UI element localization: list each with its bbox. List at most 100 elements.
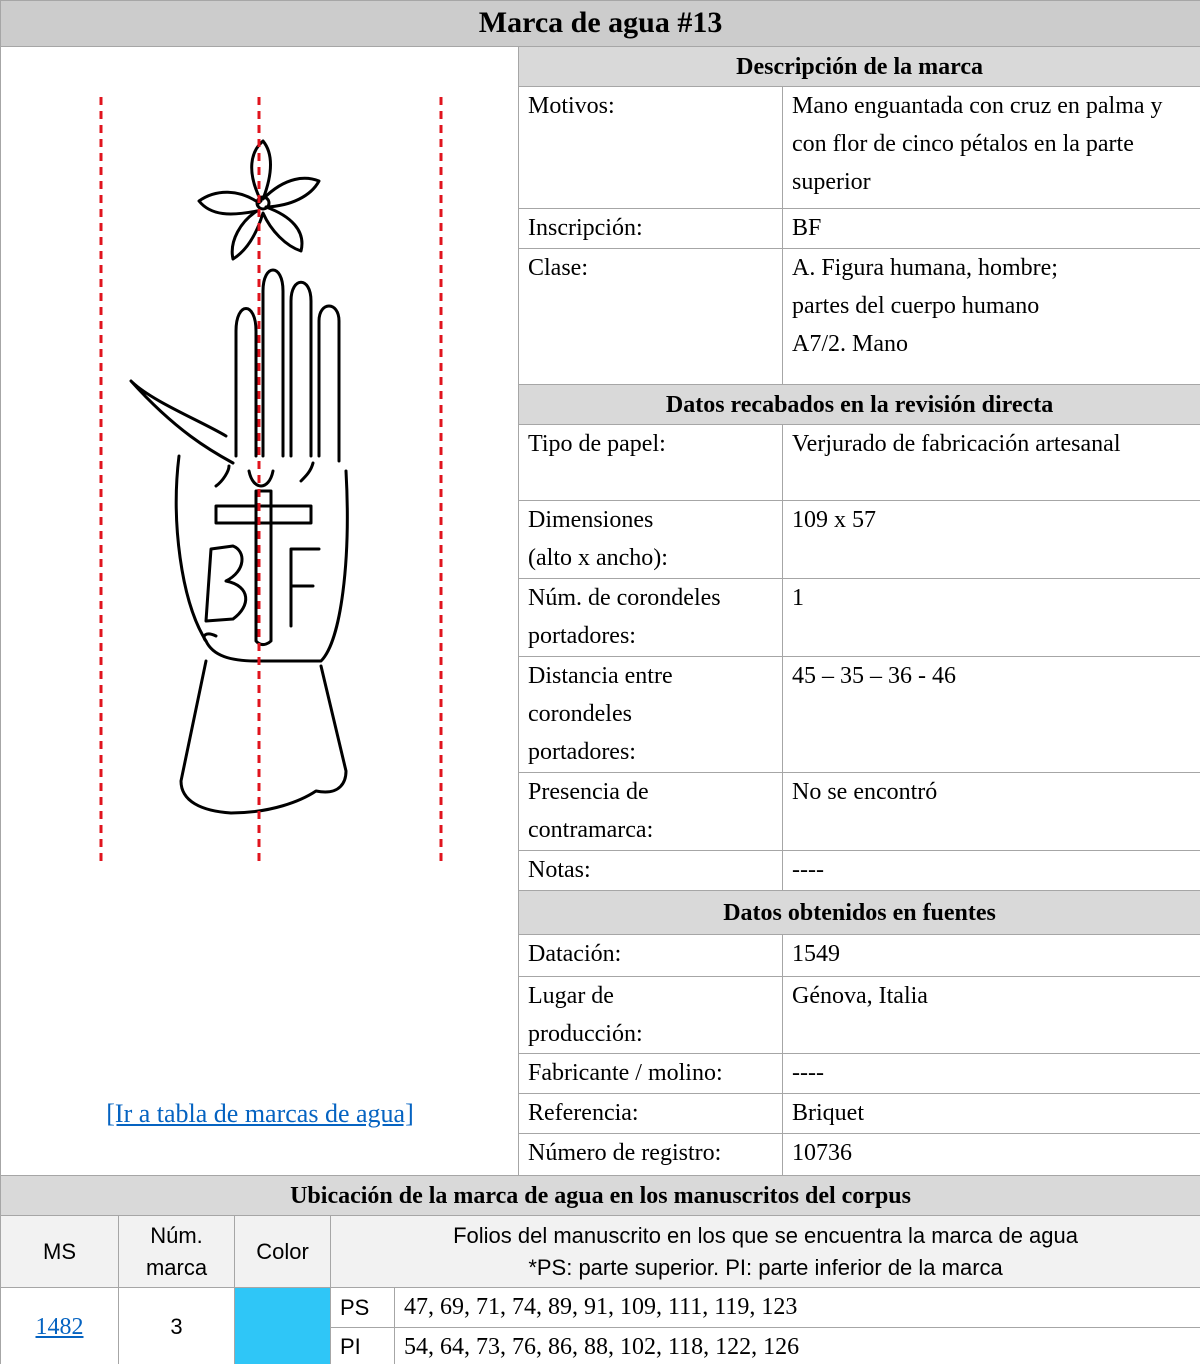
image-cell: [Ir a tabla de marcas de agua]	[0, 46, 519, 1176]
label-text: Motivos:	[528, 93, 615, 119]
field-label: Dimensiones (alto x ancho):	[518, 500, 783, 579]
col-header: Núm. marca	[118, 1215, 235, 1288]
value-text: Verjurado de fabricación artesanal	[792, 431, 1121, 457]
field-label: Clase:	[518, 248, 783, 385]
title: Marca de agua #13	[0, 0, 1200, 47]
row: Datos obtenidos en fuentes	[1, 890, 1200, 935]
label-text: corondeles	[528, 701, 632, 727]
value-text: Briquet	[792, 1100, 864, 1126]
row: Dimensiones (alto x ancho): 109 x 57	[1, 500, 1200, 579]
field-value: 109 x 57	[781, 500, 1200, 579]
section-header: Descripción de la marca	[517, 46, 1200, 87]
field-value: ----	[781, 1053, 1200, 1094]
value-text: ----	[792, 857, 824, 883]
field-label: Tipo de papel:	[518, 424, 783, 501]
label-text: Dimensiones	[528, 507, 654, 533]
label-text: Fabricante / molino:	[528, 1060, 723, 1086]
row: Lugar de producción: Génova, Italia	[1, 976, 1200, 1054]
part: PS	[330, 1287, 395, 1328]
value-text: A. Figura humana, hombre;	[792, 255, 1058, 281]
label-text: Lugar de	[528, 983, 614, 1009]
label-text: producción:	[528, 1021, 643, 1047]
value-text: 1	[792, 585, 804, 611]
table-link[interactable]: [Ir a tabla de marcas de agua]	[106, 1099, 414, 1128]
field-label: Referencia:	[518, 1093, 783, 1134]
mark-number: 3	[118, 1287, 235, 1364]
part: PI	[330, 1327, 395, 1364]
row: Marca de agua #13	[0, 0, 1200, 47]
value-text: partes del cuerpo humano	[792, 293, 1040, 319]
label-text: Distancia entre	[528, 663, 673, 689]
row: Referencia: Briquet	[1, 1093, 1200, 1134]
label-text: portadores:	[528, 739, 636, 765]
label-text: (alto x ancho):	[528, 545, 668, 571]
row: Inscripción: BF	[1, 208, 1200, 249]
field-label: Número de registro:	[518, 1133, 783, 1176]
col-header: Color	[234, 1215, 331, 1288]
col-header-text: marca	[145, 1254, 208, 1280]
row: Ubicación de la marca de agua en los man…	[0, 1175, 1200, 1216]
field-value: ----	[781, 850, 1200, 891]
folios: 54, 64, 73, 76, 86, 88, 102, 118, 122, 1…	[393, 1327, 1200, 1364]
row: PI 54, 64, 73, 76, 86, 88, 102, 118, 122,…	[1, 1327, 1200, 1364]
field-value: Génova, Italia	[781, 976, 1200, 1054]
value-text: Mano enguantada con cruz en palma y con …	[792, 93, 1163, 195]
row: Datos recabados en la revisión directa	[1, 384, 1200, 425]
row: Datación: 1549	[1, 934, 1200, 977]
field-value: A. Figura humana, hombre; partes del cuer…	[781, 248, 1200, 385]
ms-link[interactable]: 1482	[35, 1314, 84, 1340]
col-header-text: Núm.	[150, 1222, 203, 1248]
field-value: 10736	[781, 1133, 1200, 1176]
label-text: contramarca:	[528, 817, 654, 843]
row: Tipo de papel: Verjurado de fabricación a…	[1, 424, 1200, 501]
field-label: Núm. de corondeles portadores:	[518, 578, 783, 657]
link-wrap: [Ir a tabla de marcas de agua]	[2, 1095, 518, 1133]
label-text: Datación:	[528, 941, 622, 967]
folios: 47, 69, 71, 74, 89, 91, 109, 111, 119, 1…	[393, 1287, 1200, 1328]
field-label: Inscripción:	[518, 208, 783, 249]
label-text: Tipo de papel:	[528, 431, 666, 457]
value-text: 10736	[792, 1140, 852, 1166]
field-value: 1549	[781, 934, 1200, 977]
field-value: No se encontró	[781, 772, 1200, 851]
row: Presencia de contramarca: No se encontró	[1, 772, 1200, 851]
field-value: Briquet	[781, 1093, 1200, 1134]
field-value: BF	[781, 208, 1200, 249]
field-value: 45 – 35 – 36 - 46	[781, 656, 1200, 773]
col-header: Folios del manuscrito en los que se encu…	[329, 1215, 1200, 1288]
row: Núm. de corondeles portadores: 1	[1, 578, 1200, 657]
field-label: Datación:	[518, 934, 783, 977]
field-label: Notas:	[518, 850, 783, 891]
field-label: Fabricante / molino:	[518, 1053, 783, 1094]
watermark-drawing	[99, 97, 443, 863]
row: Notas: ----	[1, 850, 1200, 891]
field-label: Motivos:	[518, 86, 783, 209]
label-text: Número de registro:	[528, 1140, 722, 1166]
value-text: BF	[792, 215, 822, 241]
value-text: 45 – 35 – 36 - 46	[792, 663, 956, 689]
label-text: Notas:	[528, 857, 591, 883]
label-text: Inscripción:	[528, 215, 643, 241]
field-label: Presencia de contramarca:	[518, 772, 783, 851]
field-value: Mano enguantada con cruz en palma y con …	[781, 86, 1200, 209]
label-text: Referencia:	[528, 1100, 639, 1126]
label-text: Presencia de	[528, 779, 649, 805]
value-text: ----	[792, 1060, 824, 1086]
value-text: A7/2. Mano	[792, 331, 908, 357]
field-label: Distancia entre corondeles portadores:	[518, 656, 783, 773]
section-header: Datos recabados en la revisión directa	[517, 384, 1200, 425]
ms-cell: 1482	[0, 1287, 119, 1364]
field-value: Verjurado de fabricación artesanal	[781, 424, 1200, 501]
row: 1482 3 PS 47, 69, 71, 74, 89, 91, 109, 111,…	[0, 1287, 1200, 1364]
row: Número de registro: 10736	[1, 1133, 1200, 1176]
section-header: Datos obtenidos en fuentes	[517, 890, 1200, 935]
row: MS Núm. marca Color Folios del manuscrito en…	[0, 1215, 1200, 1288]
value-text: No se encontró	[792, 779, 938, 805]
value-text: 1549	[792, 941, 840, 967]
row: Motivos: Mano enguantada con cruz en palm…	[1, 86, 1200, 209]
col-header-text: *PS: parte superior. PI: parte inferior …	[528, 1254, 1003, 1280]
label-text: Núm. de corondeles portadores:	[528, 585, 721, 649]
value-text: Génova, Italia	[792, 983, 928, 1009]
